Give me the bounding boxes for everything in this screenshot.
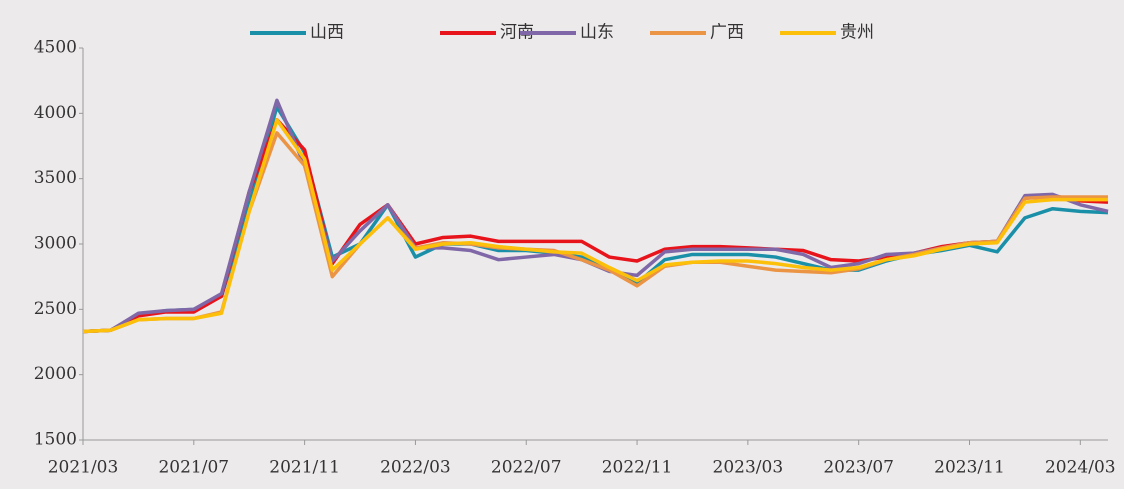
legend-label: 贵州 [840,23,874,43]
series-line [82,118,1108,334]
x-tick-label: 2022/07 [491,458,562,478]
x-tick-label: 2021/03 [48,458,119,478]
x-tick-label: 2024/03 [1045,458,1116,478]
legend-label: 山东 [580,23,614,43]
y-tick-label: 2500 [34,299,77,319]
x-tick-label: 2022/03 [380,458,451,478]
y-tick-label: 2000 [34,364,77,384]
y-tick-label: 4000 [34,103,77,123]
x-tick-label: 2022/11 [602,458,673,478]
legend-label: 山西 [310,23,344,43]
y-tick-label: 4500 [34,38,77,58]
x-tick-label: 2021/11 [269,458,340,478]
x-tick-label: 2023/11 [934,458,1005,478]
y-tick-label: 1500 [34,430,77,450]
x-tick-label: 2023/07 [823,458,894,478]
legend-label: 河南 [500,23,534,43]
x-tick-label: 2023/03 [713,458,784,478]
x-tick-label: 2021/07 [158,458,229,478]
legend-label: 广西 [710,23,744,43]
y-tick-label: 3000 [34,234,77,254]
y-tick-label: 3500 [34,168,77,188]
